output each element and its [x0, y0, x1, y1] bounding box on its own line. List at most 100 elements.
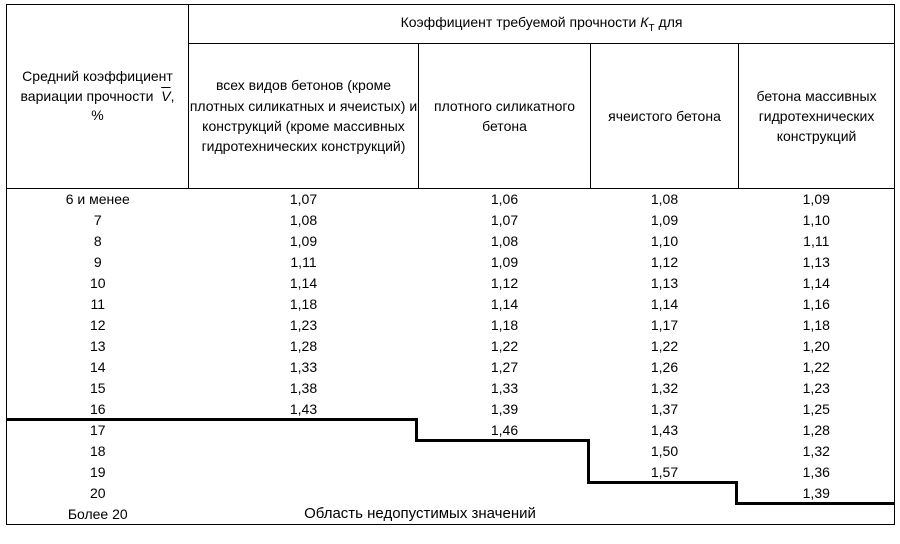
cell-value: 1,17 [591, 315, 739, 336]
table-row: 81,091,081,101,11 [7, 231, 895, 252]
cell-value: 1,22 [739, 357, 895, 378]
cell-value: 1,36 [739, 462, 895, 483]
stair-segment [587, 481, 738, 484]
cell-value: 1,11 [189, 252, 419, 273]
cell-value: 1,25 [739, 399, 895, 420]
stair-segment [6, 418, 418, 421]
cell-value: 1,08 [591, 189, 739, 210]
table-row: 171,461,431,28 [7, 420, 895, 441]
header-row-1: Средний коэффициентвариации прочности V,… [7, 5, 895, 44]
row-label: 16 [7, 399, 189, 420]
row-label: 6 и менее [7, 189, 189, 210]
cell-value: 1,11 [739, 231, 895, 252]
cell-value: 1,12 [591, 252, 739, 273]
table-row: 131,281,221,221,20 [7, 336, 895, 357]
cell-value [189, 420, 419, 441]
row-label: 8 [7, 231, 189, 252]
cell-value: 1,18 [419, 315, 591, 336]
row-label: 7 [7, 210, 189, 231]
cell-value: 1,28 [189, 336, 419, 357]
col-header-1: плотного силикатного бетона [419, 44, 591, 189]
table-row: 19 1,571,36 [7, 462, 895, 483]
row-label: 12 [7, 315, 189, 336]
cell-value: 1,43 [591, 420, 739, 441]
row-label: 13 [7, 336, 189, 357]
cell-value [739, 504, 895, 525]
cell-value [189, 441, 419, 462]
invalid-region-label: Область недопустимых значений [200, 505, 640, 522]
cell-value: 1,14 [739, 273, 895, 294]
table-row: 201,39 [7, 483, 895, 504]
row-label: 9 [7, 252, 189, 273]
cell-value: 1,38 [189, 378, 419, 399]
table-head: Средний коэффициентвариации прочности V,… [7, 5, 895, 189]
col-header-3: бетона массивных гидротехнических констр… [739, 44, 895, 189]
cell-value: 1,22 [591, 336, 739, 357]
cell-value: 1,27 [419, 357, 591, 378]
cell-value: 1,14 [591, 294, 739, 315]
cell-value: 1,10 [739, 210, 895, 231]
table-row: 181,501,32 [7, 441, 895, 462]
table-body: 6 и менее1,071,061,081,0971,081,071,091,… [7, 189, 895, 525]
cell-value [419, 483, 591, 504]
cell-value: 1,57 [591, 462, 739, 483]
cell-value: 1,12 [419, 273, 591, 294]
stair-segment [735, 481, 738, 505]
cell-value: 1,22 [419, 336, 591, 357]
table-row: 6 и менее1,071,061,081,09 [7, 189, 895, 210]
cell-value [189, 483, 419, 504]
coefficient-table: Средний коэффициентвариации прочности V,… [6, 4, 895, 525]
stair-segment [415, 439, 590, 442]
row-label: 19 [7, 462, 189, 483]
cell-value [189, 462, 419, 483]
cell-value: 1,09 [591, 210, 739, 231]
cell-value [419, 441, 591, 462]
cell-value [591, 483, 739, 504]
cell-value: 1,09 [189, 231, 419, 252]
cell-value: 1,33 [419, 378, 591, 399]
cell-value: 1,23 [189, 315, 419, 336]
row-header-label: Средний коэффициентвариации прочности V,… [7, 5, 189, 189]
stair-segment [587, 439, 590, 484]
cell-value: 1,13 [739, 252, 895, 273]
cell-value: 1,16 [739, 294, 895, 315]
cell-value: 1,09 [419, 252, 591, 273]
row-label: 10 [7, 273, 189, 294]
cell-value: 1,43 [189, 399, 419, 420]
col-header-0: всех видов бетонов (кроме плотных силика… [189, 44, 419, 189]
table-row: 71,081,071,091,10 [7, 210, 895, 231]
cell-value: 1,20 [739, 336, 895, 357]
row-label: 18 [7, 441, 189, 462]
cell-value: 1,46 [419, 420, 591, 441]
table-row: 111,181,141,141,16 [7, 294, 895, 315]
table-row: 151,381,331,321,23 [7, 378, 895, 399]
cell-value: 1,07 [189, 189, 419, 210]
cell-value: 1,08 [189, 210, 419, 231]
cell-value: 1,32 [591, 378, 739, 399]
stair-segment [415, 418, 418, 442]
cell-value: 1,23 [739, 378, 895, 399]
row-label: 20 [7, 483, 189, 504]
row-label: 17 [7, 420, 189, 441]
cell-value [419, 462, 591, 483]
row-label: Более 20 [7, 504, 189, 525]
stair-segment [735, 502, 894, 505]
col-header-2: ячеистого бетона [591, 44, 739, 189]
table-row: 101,141,121,131,14 [7, 273, 895, 294]
table-row: 91,111,091,121,13 [7, 252, 895, 273]
cell-value: 1,32 [739, 441, 895, 462]
cell-value: 1,10 [591, 231, 739, 252]
group-header: Коэффициент требуемой прочности КТ для [189, 5, 895, 44]
cell-value: 1,06 [419, 189, 591, 210]
cell-value: 1,18 [189, 294, 419, 315]
cell-value: 1,09 [739, 189, 895, 210]
cell-value: 1,14 [419, 294, 591, 315]
row-label: 14 [7, 357, 189, 378]
cell-value: 1,18 [739, 315, 895, 336]
table-row: 121,231,181,171,18 [7, 315, 895, 336]
row-label: 11 [7, 294, 189, 315]
cell-value: 1,07 [419, 210, 591, 231]
cell-value: 1,33 [189, 357, 419, 378]
table-row: 161,431,391,371,25 [7, 399, 895, 420]
cell-value: 1,39 [419, 399, 591, 420]
